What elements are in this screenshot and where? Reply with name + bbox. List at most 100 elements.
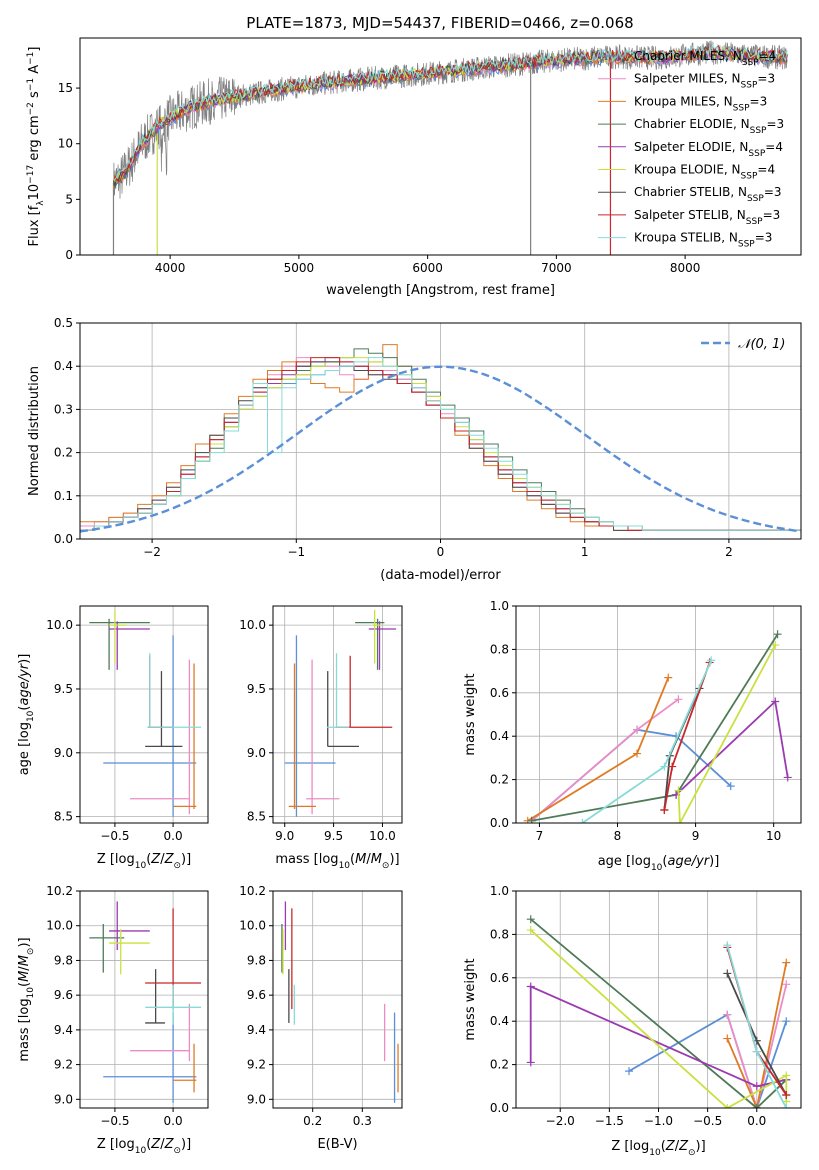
point-marker xyxy=(664,673,673,682)
legend-entry: Kroupa STELIB, NSSP=3 xyxy=(634,231,772,250)
point-marker xyxy=(723,969,732,978)
y-tick-label: 0.5 xyxy=(54,316,73,330)
point-marker xyxy=(782,958,791,967)
point-marker xyxy=(782,980,791,989)
legend-entry: Chabrier STELIB, NSSP=3 xyxy=(634,185,782,204)
x-axis-label: Z [log10(Z/Z⊙)] xyxy=(611,1139,705,1158)
legend-entry-part: SSP xyxy=(733,103,750,113)
series-line xyxy=(531,633,779,822)
axes-frame xyxy=(79,890,209,1109)
legend-entry: 𝒩(0, 1) xyxy=(738,337,785,352)
y-tick-label: 0.8 xyxy=(490,927,509,941)
y-tick-label: 10.0 xyxy=(46,919,73,933)
y-axis-label-part: / xyxy=(17,966,32,971)
y-tick-label: 10.2 xyxy=(239,884,266,898)
legend-entry-part: Salpeter MILES, N xyxy=(634,72,741,86)
y-axis-label-part: 10 xyxy=(26,710,36,722)
y-tick-label: 9.8 xyxy=(247,953,266,967)
plot-area xyxy=(284,609,397,817)
y-tick-label: 0 xyxy=(65,248,73,262)
x-axis-label-part: ⊙ xyxy=(382,861,390,871)
point-marker xyxy=(782,1017,791,1026)
point-marker xyxy=(752,1104,761,1108)
x-tick-label: 6000 xyxy=(412,261,443,275)
x-axis-label-part: 10 xyxy=(339,861,351,871)
x-axis-label-part: Z xyxy=(678,1139,689,1154)
series-line xyxy=(531,728,732,822)
y-tick-label: 0.4 xyxy=(490,729,509,743)
y-tick-label: 0.6 xyxy=(490,686,509,700)
legend-entry-part: Kroupa ELODIE, N xyxy=(634,163,741,177)
panel-mass-vs-EBV: 0.2 0.3 9.0 9.2 9.4 9.6 9.8 10.0 10.2 E(B-V) xyxy=(239,884,403,1152)
y-tick-label: 9.6 xyxy=(54,988,73,1002)
x-axis-label-part: )] xyxy=(696,1139,706,1154)
y-tick-label: 9.2 xyxy=(54,1058,73,1072)
series-line xyxy=(530,929,788,1108)
axes-frame xyxy=(79,605,209,824)
y-tick-label: 10 xyxy=(58,137,73,151)
x-axis-label: Z [log10(Z/Z⊙)] xyxy=(97,1137,191,1156)
y-axis-label: mass [log10(M/M⊙)] xyxy=(17,937,36,1061)
point-marker xyxy=(633,749,642,758)
x-tick-label: −0.5 xyxy=(100,1114,129,1128)
y-tick-label: 8.5 xyxy=(54,810,73,824)
legend-entry: Salpeter STELIB, NSSP=3 xyxy=(634,208,780,227)
series-line xyxy=(581,659,713,823)
point-marker xyxy=(707,656,716,665)
x-axis-label-part: ( xyxy=(146,852,151,867)
x-tick-label: 0.0 xyxy=(747,1114,766,1128)
x-axis-label-part: )] xyxy=(181,852,191,867)
y-tick-label: 1.0 xyxy=(490,884,509,898)
legend-entry-part: SSP xyxy=(738,240,755,250)
panel-age-vs-Z: −0.5 0.08.59.09.510.0Z [log10(Z/Z⊙)]age [… xyxy=(17,605,209,871)
plot-area xyxy=(89,901,202,1103)
y-axis-label: age [log10(age/yr)] xyxy=(17,654,36,776)
y-tick-label: 9.5 xyxy=(54,682,73,696)
y-axis-label-part: −17 xyxy=(26,165,36,184)
x-axis-label: (data-model)/error xyxy=(380,568,501,583)
legend-entry: Kroupa MILES, NSSP=3 xyxy=(634,94,767,113)
point-marker xyxy=(723,1104,732,1108)
x-axis-label-part: )] xyxy=(181,1137,191,1152)
y-axis-label-part: −1 xyxy=(26,52,36,65)
x-tick-label: 9 xyxy=(692,829,700,843)
series-line xyxy=(726,984,788,1108)
legend-entry-part: =4 xyxy=(765,140,783,154)
y-tick-label: 9.4 xyxy=(54,1023,73,1037)
y-tick-label: 10.0 xyxy=(46,618,73,632)
y-tick-label: 0.4 xyxy=(54,359,73,373)
y-axis-label-part: 10 xyxy=(27,184,42,201)
panel-mass-vs-Z: −0.5 0.09.09.29.49.69.810.010.2Z [log10(Z… xyxy=(17,884,209,1156)
point-marker xyxy=(578,819,587,823)
x-tick-label: 2 xyxy=(725,545,733,559)
legend-entry-part: =3 xyxy=(763,208,781,222)
x-axis-label-part: Z [log xyxy=(97,852,135,867)
point-marker xyxy=(723,1010,732,1019)
x-axis-label: E(B-V) xyxy=(317,1137,357,1152)
y-tick-label: 9.2 xyxy=(247,1058,266,1072)
x-axis-label-part: 10 xyxy=(135,1146,147,1156)
y-tick-label: 15 xyxy=(58,81,73,95)
legend-entry-part: SSP xyxy=(746,217,763,227)
x-tick-label: 7000 xyxy=(541,261,572,275)
y-axis-label-part: −1 xyxy=(26,78,36,91)
legend-entry-part: SSP xyxy=(741,81,758,91)
plot-area xyxy=(89,609,202,817)
y-axis-label-part: )] xyxy=(17,937,32,947)
y-tick-label: 9.4 xyxy=(247,1023,266,1037)
legend-entry-part: =3 xyxy=(764,185,782,199)
y-axis-label-part: s xyxy=(27,91,42,102)
point-marker xyxy=(633,725,642,734)
y-tick-label: 8.5 xyxy=(247,810,266,824)
x-axis-label-part: Z xyxy=(665,1139,676,1154)
hist-step xyxy=(80,357,801,531)
x-tick-label: 0.0 xyxy=(164,829,183,843)
y-axis-label-part: M xyxy=(17,971,32,982)
y-tick-label: 9.8 xyxy=(54,953,73,967)
x-axis-label-part: )] xyxy=(389,852,399,867)
y-axis-label: mass weight xyxy=(463,958,478,1040)
x-axis-label: mass [log10(M/M⊙)] xyxy=(275,852,399,871)
x-tick-label: 8 xyxy=(614,829,622,843)
x-tick-label: 0.0 xyxy=(164,1114,183,1128)
